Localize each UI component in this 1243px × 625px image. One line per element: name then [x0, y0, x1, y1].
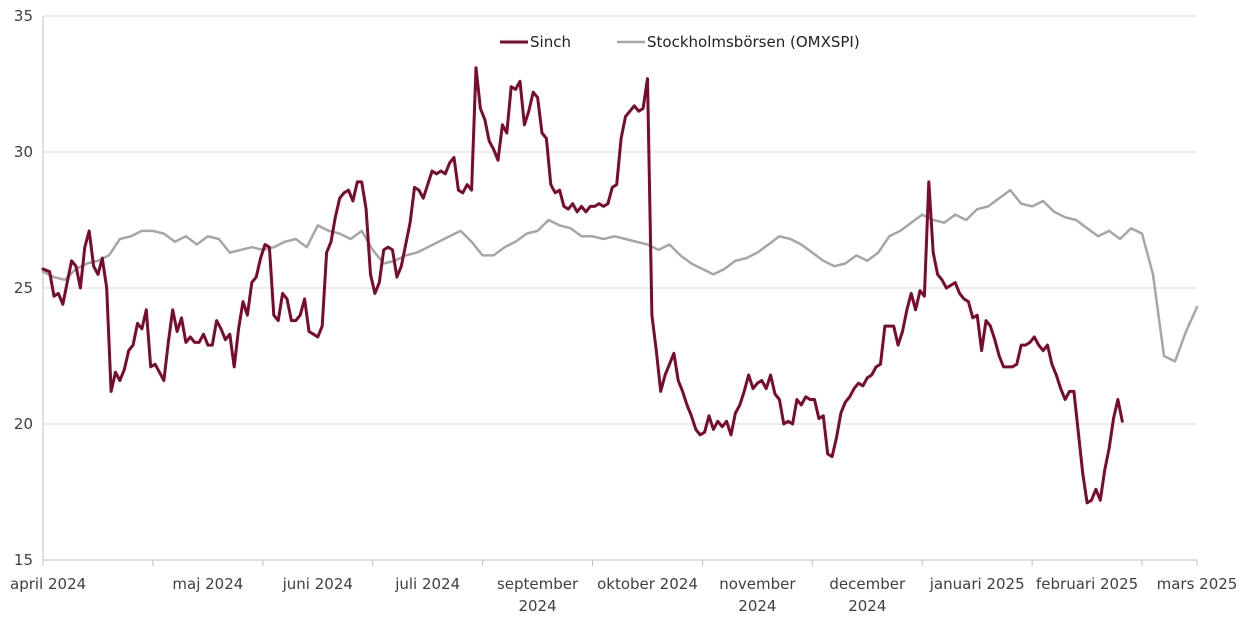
x-tick-label-line2: 2024 [848, 597, 886, 615]
series-line-sinch [41, 66, 1124, 505]
x-axis-tick-labels: april 2024 maj 2024 juni 2024 juli 2024 sept… [10, 575, 1237, 615]
x-tick-label: december [829, 575, 906, 593]
y-tick-label: 20 [14, 415, 33, 433]
x-tick-label-line2: 2024 [518, 597, 556, 615]
y-tick-label: 30 [14, 143, 33, 161]
x-tick-label: oktober 2024 [597, 575, 698, 593]
x-tick-label-line2: 2024 [738, 597, 776, 615]
series-lines [41, 66, 1199, 505]
horizontal-gridlines [43, 15, 1197, 425]
axes [42, 16, 1198, 566]
x-tick-label: juli 2024 [394, 575, 460, 593]
series-line-omxspi [41, 188, 1199, 363]
x-tick-label: juni 2024 [282, 575, 353, 593]
x-tick-label: mars 2025 [1157, 575, 1238, 593]
legend-label: Sinch [530, 33, 571, 51]
y-tick-label: 25 [14, 279, 33, 297]
legend-label: Stockholmsbörsen (OMXSPI) [647, 33, 860, 51]
y-axis-tick-labels: 15 20 25 30 35 [14, 7, 33, 569]
y-tick-label: 35 [14, 7, 33, 25]
legend: Sinch Stockholmsbörsen (OMXSPI) [500, 33, 860, 51]
x-tick-label: september [497, 575, 579, 593]
x-tick-label: maj 2024 [172, 575, 243, 593]
x-tick-label: november [719, 575, 796, 593]
x-tick-label: januari 2025 [929, 575, 1025, 593]
y-tick-label: 15 [14, 551, 33, 569]
x-tick-label: februari 2025 [1036, 575, 1138, 593]
x-tick-label: april 2024 [10, 575, 86, 593]
